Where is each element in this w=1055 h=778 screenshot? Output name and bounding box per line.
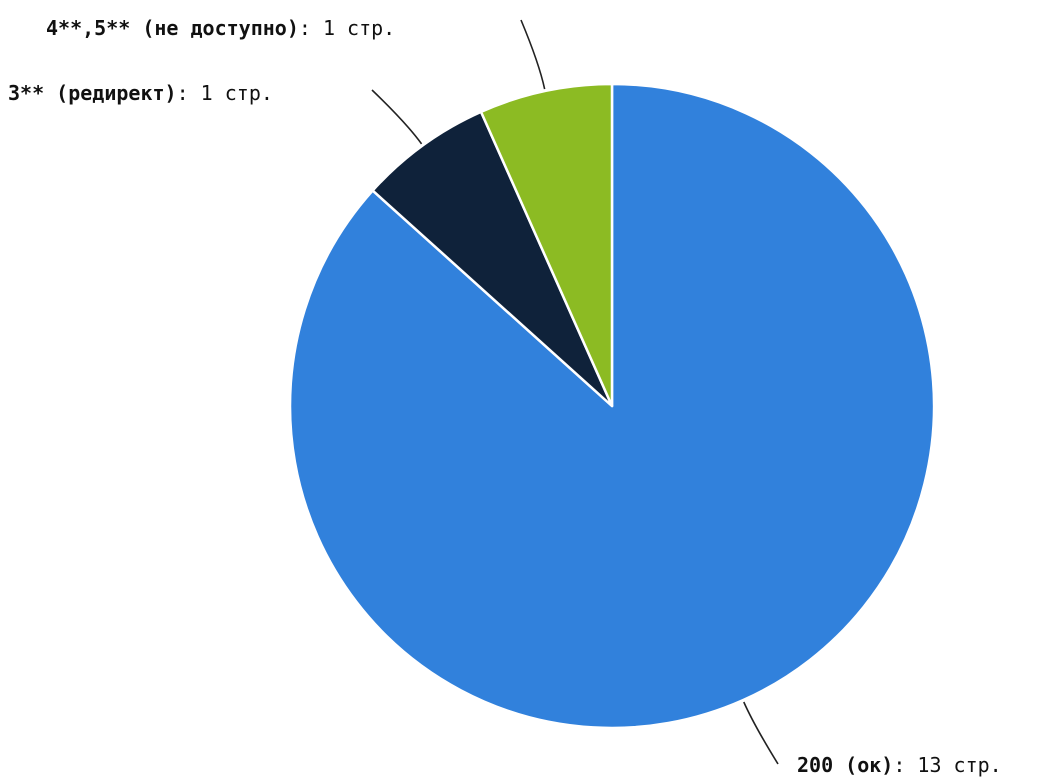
pie-slice — [371, 110, 614, 408]
slice-label-category: 200 (ок) — [797, 753, 893, 777]
slice-label-value: : 1 стр. — [299, 16, 395, 40]
slice-label-category: 3** (редирект) — [8, 81, 177, 105]
slice-label-4xx-5xx-unavailable: 4**,5** (не доступно): 1 стр. — [46, 16, 395, 40]
slice-label-value: : 1 стр. — [177, 81, 273, 105]
pie-slice — [479, 82, 614, 408]
slice-label-3xx-redirect: 3** (редирект): 1 стр. — [8, 81, 273, 105]
leader-lines-layer — [371, 19, 779, 765]
leader-line — [743, 701, 779, 765]
slice-label-value: : 13 стр. — [893, 753, 1001, 777]
slice-label-200-ok: 200 (ок): 13 стр. — [797, 753, 1002, 777]
leader-line — [371, 89, 423, 145]
leader-line — [520, 19, 546, 90]
slices-layer — [288, 82, 936, 730]
slice-label-category: 4**,5** (не доступно) — [46, 16, 299, 40]
